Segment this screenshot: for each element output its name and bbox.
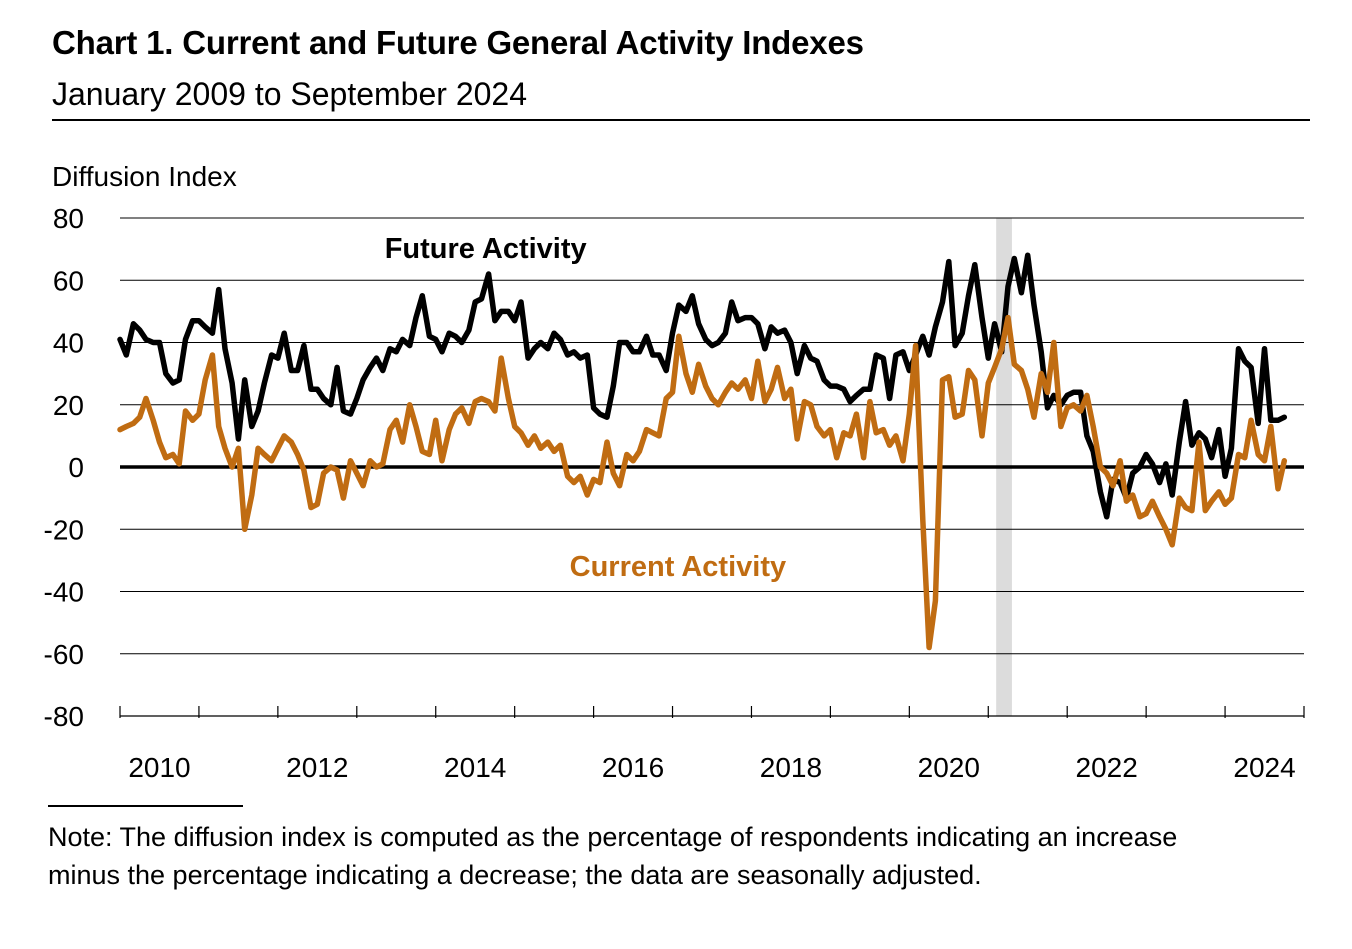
y-tick-label: -40 [44, 577, 84, 608]
line-chart: Diffusion Index 80 60 40 20 0 -20 -40 -60 -80 20… [44, 161, 1305, 783]
series-labels-group: Future Activity Current Activity [385, 233, 786, 583]
series-group [117, 252, 1288, 651]
chart-note: Note: The diffusion index is computed as… [48, 818, 1348, 894]
x-tick-label: 2016 [602, 752, 664, 783]
x-tick-label: 2014 [444, 752, 506, 783]
x-tick-label: 2012 [286, 752, 348, 783]
x-tick-label: 2020 [918, 752, 980, 783]
x-tick-label: 2018 [760, 752, 822, 783]
note-rule [48, 805, 243, 807]
x-axis-group: 2010 2012 2014 2016 2018 2020 2022 2024 [119, 706, 1305, 783]
title-rule [52, 119, 1310, 121]
y-tick-label: -60 [44, 639, 84, 670]
x-tick-label: 2022 [1076, 752, 1138, 783]
y-tick-label: -20 [44, 514, 84, 545]
x-tick-label: 2010 [128, 752, 190, 783]
note-line-1: Note: The diffusion index is computed as… [48, 822, 1178, 852]
chart-subtitle: January 2009 to September 2024 [52, 76, 527, 112]
x-tick-label: 2024 [1233, 752, 1295, 783]
current-activity-label: Current Activity [570, 551, 786, 583]
y-tick-label: 80 [53, 203, 84, 234]
y-tick-label: 20 [53, 390, 84, 421]
chart-title: Chart 1. Current and Future General Acti… [52, 24, 864, 61]
gridlines-group [120, 217, 1304, 717]
future-activity-label: Future Activity [385, 233, 587, 265]
note-line-2: minus the percentage indicating a decrea… [48, 860, 982, 890]
future-activity-line [117, 252, 1288, 520]
y-tick-labels-group: 80 60 40 20 0 -20 -40 -60 -80 [44, 203, 84, 732]
y-tick-label: 0 [68, 452, 84, 483]
y-tick-label: 60 [53, 265, 84, 296]
y-axis-label: Diffusion Index [52, 161, 237, 192]
y-tick-label: -80 [44, 701, 84, 732]
current-activity-line [117, 314, 1288, 651]
y-tick-label: 40 [53, 328, 84, 359]
